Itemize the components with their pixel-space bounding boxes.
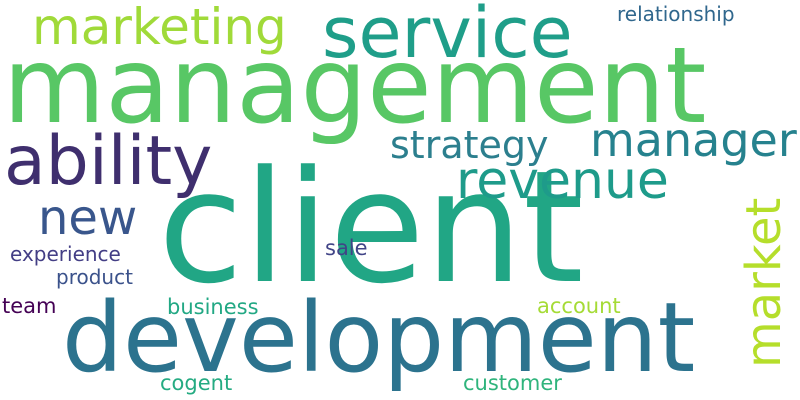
- word-business: business: [167, 295, 259, 319]
- word-sale: sale: [325, 236, 368, 260]
- word-experience: experience: [10, 242, 121, 266]
- word-service: service: [322, 0, 573, 74]
- word-team: team: [2, 294, 57, 318]
- word-ability: ability: [4, 122, 213, 201]
- word-marketing: marketing: [32, 0, 287, 56]
- word-manager: manager: [590, 113, 797, 167]
- word-strategy: strategy: [390, 123, 549, 167]
- word-product: product: [56, 265, 133, 289]
- word-new: new: [38, 190, 138, 246]
- word-cogent: cogent: [160, 371, 233, 395]
- word-relationship: relationship: [617, 2, 735, 26]
- word-customer: customer: [463, 371, 562, 395]
- word-client: client: [158, 137, 584, 318]
- word-account: account: [537, 294, 621, 318]
- word-management: management: [3, 25, 707, 147]
- word-market: market: [736, 197, 792, 368]
- word-development: development: [62, 282, 696, 394]
- word-revenue: revenue: [456, 151, 669, 211]
